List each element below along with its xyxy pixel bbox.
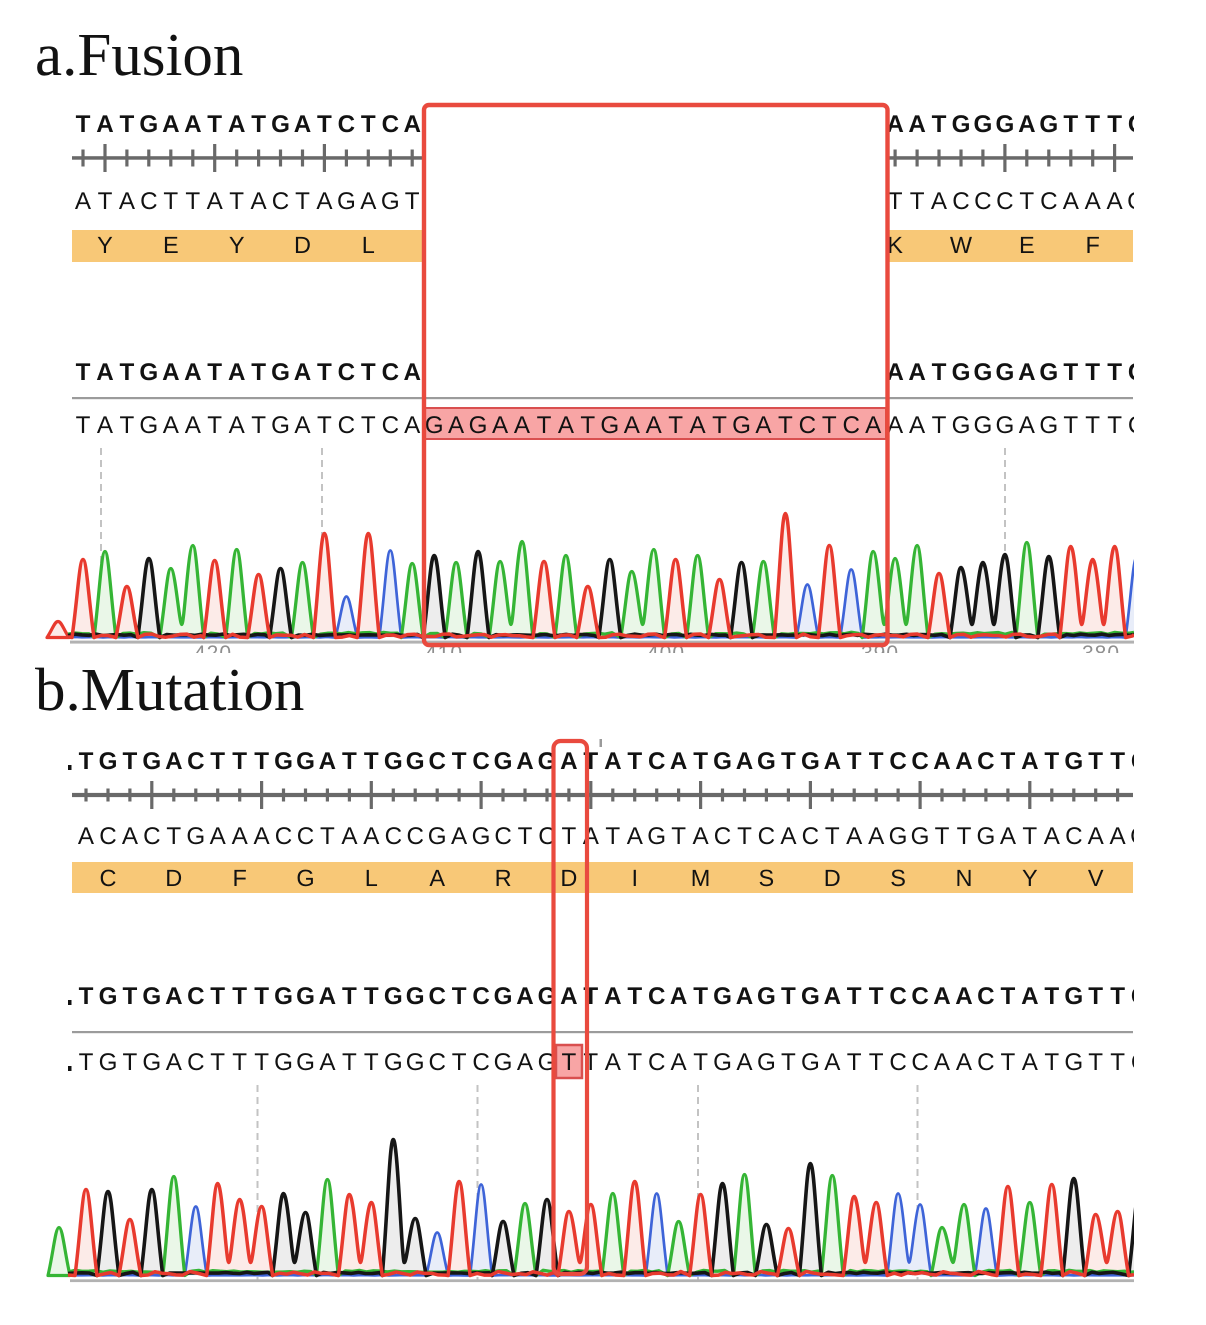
- svg-text:420: 420: [194, 642, 232, 665]
- svg-text:L: L: [362, 232, 375, 258]
- svg-text:Y: Y: [229, 232, 245, 258]
- svg-text:E: E: [163, 232, 179, 258]
- svg-text:D: D: [560, 865, 577, 891]
- svg-text:S: S: [890, 865, 906, 891]
- svg-text:D: D: [294, 232, 311, 258]
- svg-text:S: S: [759, 865, 775, 891]
- svg-text:TGTGACTTTGGATTGGCTCGAGATATCATG: TGTGACTTTGGATTGGCTCGAGATATCATGAGTGATTCCA…: [79, 748, 1149, 775]
- svg-text:Y: Y: [1022, 865, 1038, 891]
- svg-text:A: A: [429, 865, 445, 891]
- svg-text:M: M: [691, 865, 711, 891]
- svg-text:ACACTGAAACCTAACCGAGCTCTATAGTAC: ACACTGAAACCTAACCGAGCTCTATAGTACTCACTAAGGT…: [78, 823, 1149, 850]
- svg-text:G: G: [296, 865, 314, 891]
- svg-text:D: D: [824, 865, 841, 891]
- svg-text:390: 390: [861, 642, 899, 665]
- svg-text:V: V: [1088, 865, 1104, 891]
- svg-text:TGTGACTTTGGATTGGCTCGAGTTATCATG: TGTGACTTTGGATTGGCTCGAGTTATCATGAGTGATTCCA…: [79, 1049, 1149, 1076]
- svg-text:N: N: [956, 865, 973, 891]
- svg-text:E: E: [1019, 232, 1035, 258]
- svg-text:W: W: [950, 232, 973, 258]
- svg-text:D: D: [165, 865, 182, 891]
- svg-text:Y: Y: [97, 232, 113, 258]
- svg-text:380: 380: [1082, 642, 1120, 665]
- svg-text:b.Mutation: b.Mutation: [35, 657, 304, 724]
- svg-text:F: F: [1086, 232, 1100, 258]
- svg-text:TATGAATATGATCTCAGAGAATATGAATAT: TATGAATATGATCTCAGAGAATATGAATATGATCTCAAAT…: [76, 412, 1146, 439]
- svg-text:I: I: [632, 865, 639, 891]
- svg-text:K: K: [887, 232, 903, 258]
- svg-text:R: R: [495, 865, 512, 891]
- svg-text:400: 400: [647, 642, 685, 665]
- svg-text:F: F: [233, 865, 247, 891]
- svg-text:410: 410: [425, 642, 463, 665]
- svg-text:L: L: [365, 865, 378, 891]
- svg-text:a.Fusion: a.Fusion: [35, 22, 243, 89]
- svg-text:C: C: [100, 865, 117, 891]
- svg-text:TGTGACTTTGGATTGGCTCGAGATATCATG: TGTGACTTTGGATTGGCTCGAGATATCATGAGTGATTCCA…: [79, 983, 1149, 1010]
